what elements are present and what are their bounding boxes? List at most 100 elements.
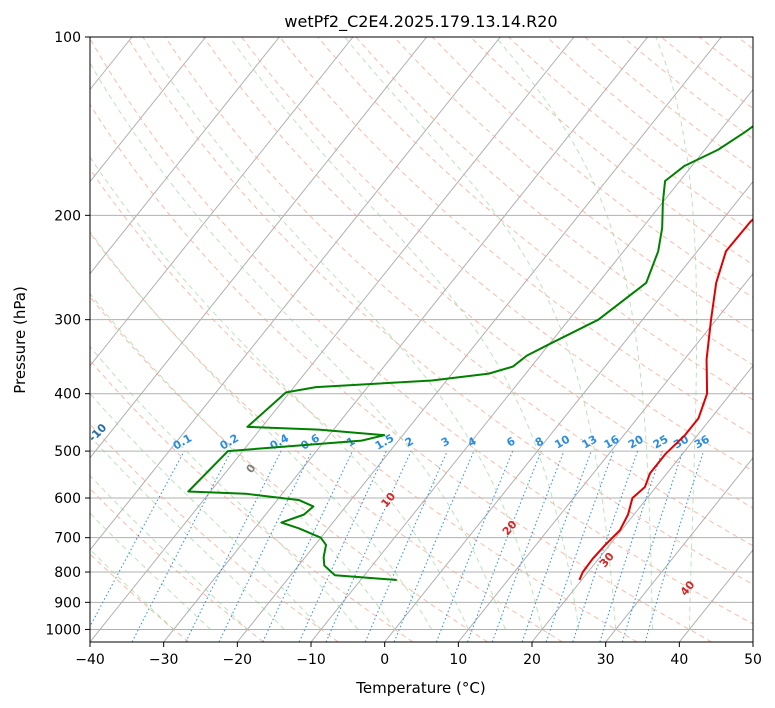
mixing-ratio-label: 16 — [602, 432, 622, 451]
mixing-ratio-label: 2 — [403, 435, 416, 450]
dry-adiabat-line — [90, 295, 488, 642]
dry-adiabat-line — [699, 37, 753, 80]
moist-adiabat-line — [90, 345, 359, 630]
mixing-ratio-label: 25 — [651, 433, 671, 452]
x-tick-label: 50 — [744, 652, 762, 668]
dry-adiabat-line — [90, 232, 563, 642]
dry-adiabat-line — [508, 37, 753, 234]
x-tick-label: −30 — [149, 652, 179, 668]
mixing-ratio-line — [572, 450, 639, 642]
y-tick-label: 500 — [54, 444, 81, 460]
y-tick-label: 800 — [54, 565, 81, 581]
mixing-ratio-line — [218, 450, 313, 642]
mixing-ratio-line — [298, 450, 387, 642]
dry-adiabat-line — [393, 37, 753, 332]
x-tick-label: 10 — [449, 652, 467, 668]
mixing-ratio-line — [325, 450, 412, 642]
moist-adiabat-line — [655, 37, 698, 630]
mixing-ratio-line — [621, 450, 684, 642]
y-tick-label: 1000 — [45, 622, 81, 638]
x-tick-label: 20 — [523, 652, 541, 668]
x-tick-label: −10 — [296, 652, 326, 668]
dry-adiabat-line — [355, 37, 753, 366]
isotherm-line — [310, 88, 753, 642]
dry-adiabat-line — [546, 37, 753, 202]
dry-adiabat-label: -20 — [17, 410, 40, 433]
isotherm-line — [678, 549, 753, 642]
isotherm-line — [163, 37, 649, 642]
moist-adiabat-line — [90, 230, 432, 630]
mixing-ratio-label: 20 — [626, 432, 646, 451]
dewpoint-profile-line — [187, 125, 753, 581]
moist-adiabat-line — [90, 435, 285, 630]
isotherm-line — [0, 37, 58, 642]
moist-adiabat-line — [229, 37, 580, 630]
plot-frame — [89, 36, 754, 643]
dry-adiabat-line — [737, 37, 753, 50]
mixing-ratio-line — [644, 450, 705, 642]
dry-adiabat-line — [279, 37, 753, 436]
mixing-ratio-line — [491, 450, 565, 642]
mixing-ratio-label: 6 — [504, 434, 517, 449]
isotherm-line — [605, 457, 753, 642]
moist-adiabat-line — [344, 37, 617, 630]
x-axis-title: Temperature (°C) — [355, 679, 485, 697]
y-tick-label: 400 — [54, 387, 81, 403]
mixing-ratio-label: 30 — [671, 432, 691, 451]
dry-adiabat-line — [90, 37, 753, 625]
dry-adiabat-line — [584, 37, 753, 171]
moist-adiabat-line — [90, 392, 322, 630]
isotherm-line — [236, 37, 722, 642]
isotherm-line — [531, 364, 753, 642]
isotherm-line — [90, 37, 207, 183]
moist-adiabat-label: 40 — [678, 578, 698, 598]
x-tick-label: 40 — [670, 652, 688, 668]
y-tick-label: 700 — [54, 531, 81, 547]
mixing-ratio-label: 4 — [466, 434, 479, 449]
dry-adiabat-line — [164, 37, 753, 547]
y-tick-label: 600 — [54, 491, 81, 507]
dry-adiabat-line — [126, 37, 753, 585]
moist-adiabat-line — [495, 37, 654, 630]
isotherm-line — [90, 37, 428, 459]
mixing-ratio-label: 10 — [552, 432, 572, 451]
y-tick-label: 900 — [54, 595, 81, 611]
dry-adiabat-line — [317, 37, 753, 401]
isotherm-line — [90, 37, 501, 551]
dry-adiabat-line — [90, 487, 264, 642]
mixing-ratio-line — [90, 450, 185, 628]
isotherm-line — [90, 37, 575, 642]
isotherm-line — [90, 37, 354, 367]
mixing-ratio-line — [467, 450, 542, 642]
moist-adiabat-line — [90, 156, 469, 630]
dry-adiabat-line — [203, 37, 753, 509]
isotherm-line — [384, 180, 753, 642]
mixing-ratio-label: 3 — [439, 435, 452, 450]
moist-adiabat-line — [90, 512, 211, 630]
isotherm-line — [752, 641, 753, 642]
x-tick-label: −40 — [75, 652, 105, 668]
mixing-ratio-line — [521, 450, 592, 642]
x-tick-label: −20 — [223, 652, 253, 668]
moist-adiabat-label: 10 — [379, 490, 399, 510]
moist-adiabat-line — [142, 37, 543, 630]
profiles — [187, 125, 753, 581]
axes: −40 −30 −20 −10 0 10 20 30 40 5010020030040050060… — [45, 30, 762, 668]
background-lines — [0, 37, 753, 642]
dry-adiabat-line — [90, 103, 712, 642]
moist-adiabat-label: 30 — [597, 550, 617, 570]
mixing-ratio-line — [364, 450, 448, 642]
mixing-ratio-line — [393, 450, 475, 642]
y-tick-label: 300 — [54, 313, 81, 329]
y-tick-label: 200 — [54, 208, 81, 224]
y-axis-title: Pressure (hPa) — [11, 286, 29, 394]
moist-adiabat-line — [90, 62, 506, 630]
mixing-ratio-label: 13 — [580, 433, 600, 452]
mixing-ratio-line — [545, 450, 614, 642]
dry-adiabat-line — [90, 423, 339, 642]
mixing-ratio-line — [435, 450, 514, 642]
x-tick-label: 30 — [597, 652, 615, 668]
mixing-ratio-label: 0.6 — [298, 431, 322, 452]
